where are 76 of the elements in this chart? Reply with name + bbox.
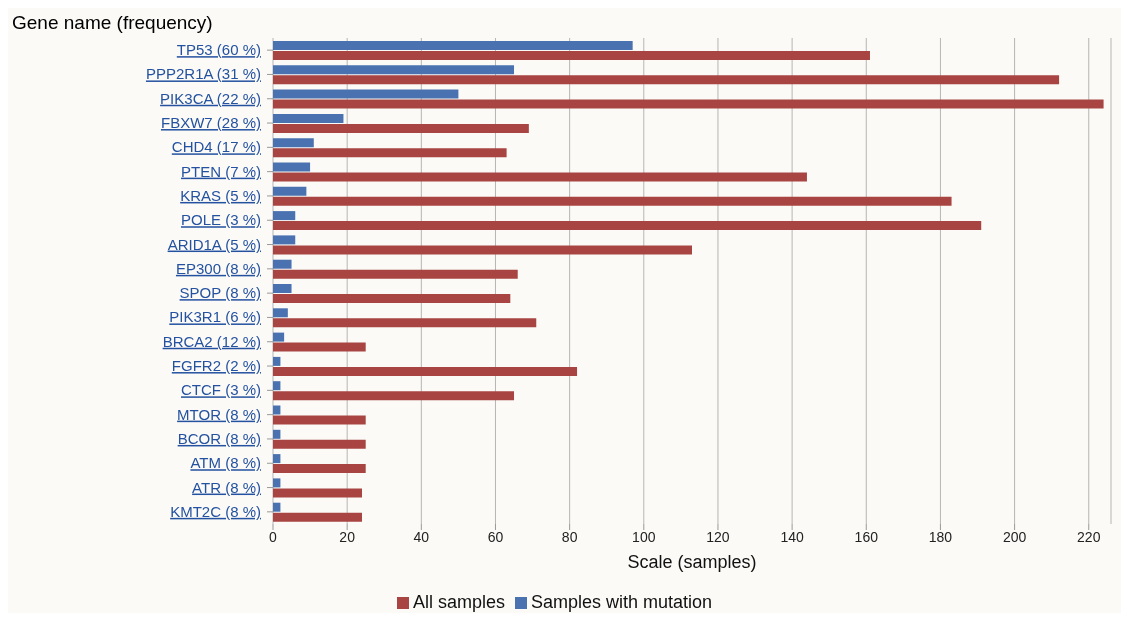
bar [273,454,281,464]
bar [273,162,311,172]
x-tick-label: 40 [413,528,430,545]
bar [273,75,1060,85]
bar [273,284,292,293]
y-tick-label: CTCF (3 %) [181,381,261,399]
bar [273,269,518,279]
x-tick-label: 140 [780,528,805,545]
bar [273,294,511,303]
x-tick-label: 60 [487,528,504,545]
y-tick-label: PIK3CA (22 %) [160,89,261,107]
bar [273,51,870,60]
bar [273,502,281,512]
bar [273,138,314,148]
text: Gene name (frequency) [11,11,214,35]
bar [273,186,307,196]
x-tick-label: 180 [928,528,953,545]
bar [273,221,982,231]
x-tick-label: 0 [269,528,278,545]
y-tick-label: PPP2R1A (31 %) [145,65,261,83]
bar [273,366,578,376]
bar [273,405,281,415]
bar [273,318,537,328]
bar [273,439,366,449]
bar [273,235,296,245]
x-tick-label: 20 [339,528,356,545]
bar [273,332,285,342]
bar [273,464,366,474]
bar [273,381,281,391]
bar [273,123,529,133]
y-tick-label: BCOR (8 %) [177,429,261,447]
y-tick-label: MTOR (8 %) [177,405,261,423]
x-tick-label: 120 [706,528,730,545]
y-tick-label: KMT2C (8 %) [170,502,261,520]
x-tick-label: 160 [854,528,879,545]
y-tick-label: SPOP (8 %) [179,284,261,302]
y-tick-label: POLE (3 %) [180,211,261,229]
x-tick-label: 80 [561,528,578,545]
x-tick-label: 220 [1077,528,1101,545]
y-tick-label: PTEN (7 %) [180,162,261,180]
bar [273,113,344,123]
bar [273,211,296,221]
x-tick-label: 100 [632,528,656,545]
bar [273,196,952,206]
bar [273,512,362,522]
bar [273,478,281,488]
bar [273,99,1104,109]
x-axis-title: Scale (samples) [627,552,757,572]
y-tick-label: TP53 (60 %) [176,41,261,59]
bar [273,245,692,255]
bar [273,89,459,99]
legend-label: All samples [412,592,505,612]
y-tick-label: FGFR2 (2 %) [171,357,261,375]
legend-label: Samples with mutation [530,592,713,612]
y-tick-label: KRAS (5 %) [180,186,261,204]
bar [273,391,515,401]
bar [273,415,366,425]
bar [273,148,507,158]
y-tick-label: FBXW7 (28 %) [160,114,261,132]
bar [273,65,515,75]
y-tick-label: ATM (8 %) [190,454,261,472]
y-tick-label: EP300 (8 %) [175,259,261,277]
bar [273,429,281,439]
y-tick-label: PIK3R1 (6 %) [169,308,261,326]
bar [273,308,288,318]
y-tick-label: ATR (8 %) [192,478,261,496]
bar [273,342,366,352]
y-tick-label: CHD4 (17 %) [171,138,261,156]
bar [273,356,281,366]
bar [273,172,807,182]
bar [273,41,633,50]
x-tick-label: 200 [1002,528,1027,545]
y-tick-label: ARID1A (5 %) [167,235,261,253]
bar [273,259,292,269]
bar [273,488,362,498]
y-tick-label: BRCA2 (12 %) [162,332,261,350]
